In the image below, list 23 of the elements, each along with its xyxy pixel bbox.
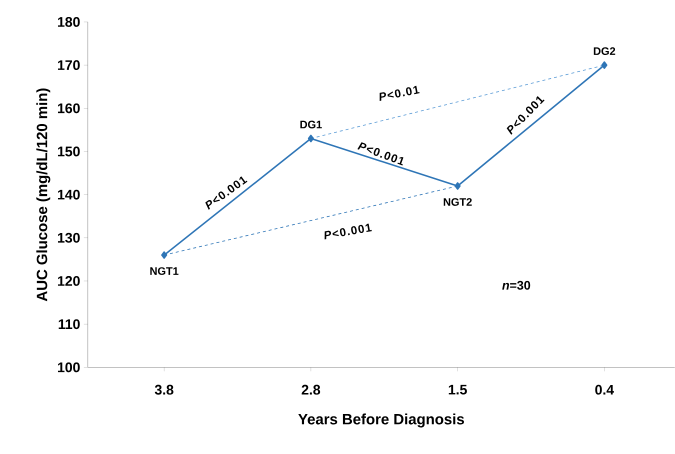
- y-tick-label: 180: [58, 16, 80, 27]
- annotation: n=30: [502, 280, 530, 290]
- x-tick-label: 0.4: [595, 384, 614, 395]
- y-tick-label: 170: [58, 60, 80, 70]
- x-axis-title: Years Before Diagnosis: [298, 413, 464, 428]
- y-tick-label: 150: [58, 146, 80, 156]
- annotation: P<0.001: [324, 224, 372, 240]
- annotation: DG2: [594, 47, 616, 55]
- annotation: P<0.001: [357, 142, 404, 166]
- x-tick-label: 2.8: [302, 384, 320, 395]
- y-tick-label: 130: [58, 232, 80, 243]
- y-tick-label: 100: [58, 362, 80, 372]
- annotation: NGT1: [150, 267, 178, 275]
- y-axis-title: AUC Glucose (mg/dL/120 min): [36, 88, 50, 302]
- y-tick-label: 160: [58, 103, 80, 114]
- x-tick-label: 3.8: [154, 384, 174, 395]
- y-tick-label: 120: [58, 276, 80, 286]
- y-tick-label: 110: [58, 319, 80, 330]
- y-tick-label: 140: [58, 190, 80, 200]
- annotation: DG1: [300, 120, 322, 128]
- annotation: NGT2: [444, 198, 472, 206]
- x-tick-label: 1.5: [448, 384, 467, 394]
- annotation: P<0.01: [380, 86, 420, 101]
